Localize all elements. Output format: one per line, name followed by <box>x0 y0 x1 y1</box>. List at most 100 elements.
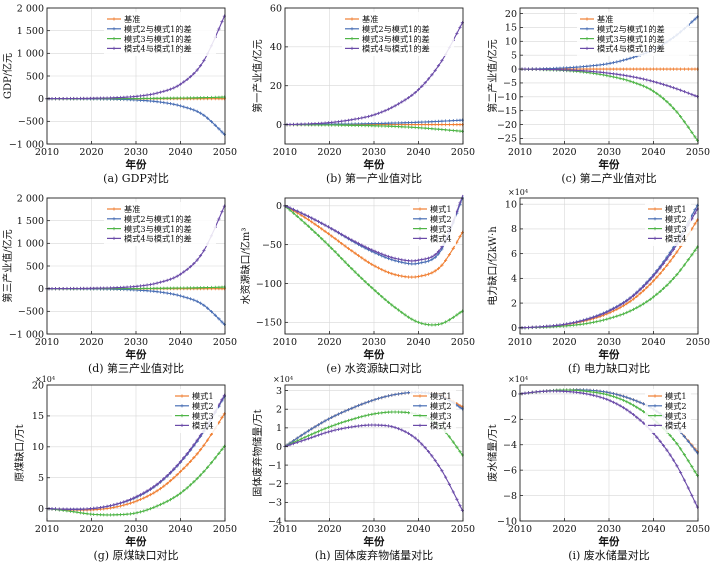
series-marker <box>220 416 224 420</box>
series-marker <box>561 389 565 393</box>
series-marker <box>152 92 156 96</box>
series-marker <box>222 444 226 448</box>
legend-label: 基准 <box>362 14 378 24</box>
series-marker <box>628 74 632 78</box>
series-marker <box>182 489 186 493</box>
series-marker <box>403 430 407 434</box>
legend-marker <box>112 27 116 31</box>
series-marker <box>288 443 292 447</box>
series-marker <box>601 71 605 75</box>
series-marker <box>618 404 622 408</box>
series-marker <box>436 249 441 253</box>
series-marker <box>433 127 437 131</box>
y-tick-label: −2 <box>503 415 517 426</box>
series-marker <box>447 253 451 257</box>
legend-label: 模式3 <box>430 224 452 234</box>
series-marker <box>390 303 394 307</box>
series-marker <box>142 93 146 98</box>
series-marker <box>326 430 330 434</box>
series-marker <box>621 301 626 305</box>
series-marker <box>585 64 589 68</box>
series-marker <box>209 310 213 314</box>
series-marker <box>320 428 324 432</box>
series-marker <box>433 323 437 327</box>
series-marker <box>631 398 636 402</box>
y-tick-label: −25 <box>497 134 517 145</box>
series-marker <box>534 325 538 329</box>
series-marker <box>615 60 619 64</box>
series-marker <box>195 476 199 481</box>
series-marker <box>406 125 411 129</box>
legend-label: 模式4与模式1的差 <box>362 44 430 54</box>
series-marker <box>400 100 404 104</box>
series-marker <box>340 119 344 123</box>
series-marker <box>638 400 642 404</box>
y-tick-label: 0 <box>511 323 517 334</box>
series-marker <box>350 417 354 422</box>
series-marker <box>158 286 163 290</box>
series-marker <box>168 286 173 290</box>
legend-marker <box>112 236 116 240</box>
series-marker <box>661 67 666 71</box>
series-marker <box>661 444 666 448</box>
series-marker <box>380 423 384 427</box>
series-marker <box>555 389 559 393</box>
series-marker <box>195 286 199 290</box>
series-marker <box>206 465 210 469</box>
series-marker <box>436 119 441 123</box>
series-marker <box>608 393 612 398</box>
series-marker <box>350 249 354 253</box>
y-tick-label: −5 <box>503 78 517 89</box>
series-marker <box>410 120 414 125</box>
series-marker <box>182 96 186 100</box>
series-marker <box>50 97 54 101</box>
series-marker <box>85 96 89 100</box>
series-marker <box>172 276 176 280</box>
series-marker <box>695 245 699 249</box>
series-marker <box>102 96 106 100</box>
legend-marker <box>653 394 657 398</box>
series-marker <box>188 286 193 290</box>
series-marker <box>343 123 347 127</box>
series-marker <box>376 423 380 427</box>
series-marker <box>601 312 605 316</box>
series-marker <box>386 124 391 128</box>
series-marker <box>668 453 672 457</box>
series-marker <box>376 411 380 415</box>
series-marker <box>373 423 377 427</box>
series-marker <box>693 500 697 504</box>
series-marker <box>608 61 612 65</box>
series-marker <box>671 255 676 259</box>
series-marker <box>145 489 149 493</box>
series-marker <box>95 286 99 290</box>
series-marker <box>158 90 163 94</box>
series-marker <box>400 274 404 278</box>
series-marker <box>50 507 54 511</box>
series-marker <box>222 132 226 136</box>
series-marker <box>675 87 679 91</box>
y-axis-label: 废水储量/万t <box>486 424 499 481</box>
series-marker <box>523 391 527 395</box>
series-marker <box>386 121 391 125</box>
series-marker <box>380 124 384 128</box>
series-marker <box>578 319 582 323</box>
series-marker <box>655 80 659 85</box>
series-marker <box>185 106 189 110</box>
legend-marker <box>585 27 589 31</box>
series-marker <box>390 393 394 397</box>
x-axis-label: 年份 <box>126 535 147 548</box>
series-marker <box>458 25 462 29</box>
series-marker <box>142 491 146 495</box>
series-marker <box>192 96 196 100</box>
series-marker <box>641 402 646 406</box>
series-marker <box>396 410 401 414</box>
legend-marker <box>418 404 422 408</box>
series-marker <box>635 67 639 71</box>
series-marker <box>635 415 639 419</box>
series-marker <box>310 435 314 440</box>
series-marker <box>406 96 411 100</box>
series-marker <box>168 96 173 100</box>
series-marker <box>145 494 149 498</box>
series-marker <box>393 410 397 414</box>
series-marker <box>621 312 626 316</box>
